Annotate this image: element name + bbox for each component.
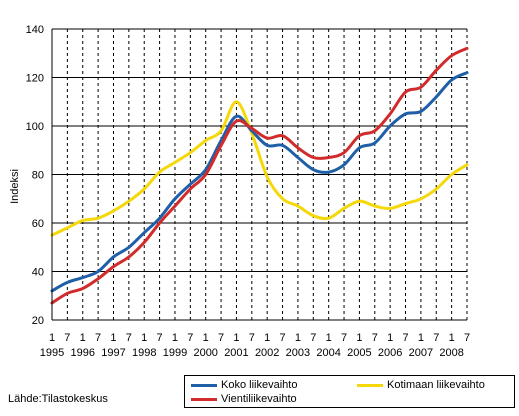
x-year-tick-label: 2007	[409, 347, 433, 359]
axes	[51, 29, 467, 321]
x-year-tick-label: 2005	[347, 347, 371, 359]
legend-swatch-vienti	[191, 397, 217, 401]
x-month-tick-label: 7	[433, 332, 439, 344]
legend: Koko liikevaihto Vientiliikevaihto Kotim…	[184, 375, 515, 408]
x-month-tick-label: 1	[49, 332, 55, 344]
x-month-tick-label: 1	[203, 332, 209, 344]
x-year-tick-label: 2004	[316, 347, 340, 359]
x-year-tick-label: 2000	[193, 347, 217, 359]
y-tick-label: 60	[32, 218, 44, 230]
x-month-tick-label: 7	[126, 332, 132, 344]
x-year-tick-label: 2003	[286, 347, 310, 359]
x-month-tick-label: 7	[187, 332, 193, 344]
y-tick-label: 140	[26, 24, 44, 36]
series-layer	[50, 46, 469, 305]
source-note: Lähde:Tilastokeskus	[8, 393, 108, 405]
x-year-tick-label: 1999	[163, 347, 187, 359]
x-month-tick-label: 1	[110, 332, 116, 344]
x-month-tick-label: 7	[157, 332, 163, 344]
legend-item-vienti: Vientiliikevaihto	[191, 393, 297, 405]
series-line-vientiliikevaihto	[50, 46, 469, 305]
series-line-koko-liikevaihto	[50, 71, 469, 293]
legend-label-kotimaa: Kotimaan liikevaihto	[387, 379, 485, 391]
x-month-tick-label: 7	[95, 332, 101, 344]
x-month-tick-label: 1	[449, 332, 455, 344]
x-month-tick-label: 7	[218, 332, 224, 344]
x-month-tick-label: 1	[356, 332, 362, 344]
x-month-tick-label: 1	[141, 332, 147, 344]
y-tick-label: 120	[26, 73, 44, 85]
y-tick-label: 20	[32, 315, 44, 327]
y-axis-label: Indeksi	[9, 169, 21, 204]
x-year-tick-label: 1995	[40, 347, 64, 359]
x-month-tick-label: 1	[326, 332, 332, 344]
x-month-tick-label: 7	[310, 332, 316, 344]
legend-swatch-koko	[191, 383, 217, 387]
x-month-tick-label: 1	[295, 332, 301, 344]
x-month-tick-label: 7	[372, 332, 378, 344]
x-year-tick-label: 2006	[378, 347, 402, 359]
x-month-tick-label: 1	[264, 332, 270, 344]
x-month-tick-label: 1	[233, 332, 239, 344]
legend-label-vienti: Vientiliikevaihto	[221, 393, 297, 405]
x-month-tick-label: 1	[172, 332, 178, 344]
x-month-tick-label: 1	[387, 332, 393, 344]
x-month-tick-label: 1	[80, 332, 86, 344]
x-year-tick-label: 2001	[224, 347, 248, 359]
x-month-tick-label: 7	[279, 332, 285, 344]
x-year-tick-label: 2002	[255, 347, 279, 359]
series-line-kotimaan-liikevaihto	[50, 100, 469, 237]
x-year-tick-label: 1996	[70, 347, 94, 359]
x-month-tick-label: 7	[341, 332, 347, 344]
x-month-tick-label: 7	[402, 332, 408, 344]
y-tick-label: 40	[32, 267, 44, 279]
y-tick-label: 80	[32, 170, 44, 182]
x-month-tick-label: 1	[418, 332, 424, 344]
x-month-tick-label: 7	[464, 332, 470, 344]
legend-item-kotimaa: Kotimaan liikevaihto	[357, 379, 485, 391]
grid	[52, 28, 468, 321]
legend-label-koko: Koko liikevaihto	[221, 379, 298, 391]
legend-item-koko: Koko liikevaihto	[191, 379, 297, 391]
x-month-tick-label: 7	[64, 332, 70, 344]
x-month-tick-label: 7	[249, 332, 255, 344]
x-year-tick-label: 1998	[132, 347, 156, 359]
legend-swatch-kotimaa	[357, 383, 383, 387]
x-year-tick-label: 1997	[101, 347, 125, 359]
y-tick-label: 100	[26, 121, 44, 133]
x-year-tick-label: 2008	[439, 347, 463, 359]
